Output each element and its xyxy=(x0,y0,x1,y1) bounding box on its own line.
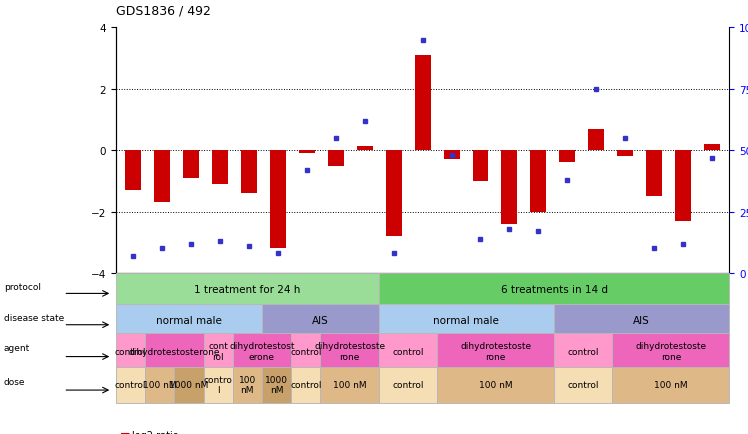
Text: AIS: AIS xyxy=(634,316,650,325)
Bar xyxy=(126,151,141,191)
Bar xyxy=(212,151,228,184)
Text: control: control xyxy=(290,380,322,389)
Text: 1000 nM: 1000 nM xyxy=(169,380,209,389)
Text: GDS1836 / 492: GDS1836 / 492 xyxy=(116,4,211,17)
Text: protocol: protocol xyxy=(4,282,40,291)
Text: ■: ■ xyxy=(120,431,130,434)
Bar xyxy=(444,151,459,160)
Text: agent: agent xyxy=(4,343,30,352)
Text: 100 nM: 100 nM xyxy=(143,380,177,389)
Text: dose: dose xyxy=(4,377,25,386)
Text: 100 nM: 100 nM xyxy=(333,380,367,389)
Text: dihydrotestosterone: dihydrotestosterone xyxy=(129,347,220,356)
Text: log2 ratio: log2 ratio xyxy=(132,431,179,434)
Bar xyxy=(270,151,286,249)
Text: disease state: disease state xyxy=(4,313,64,322)
Text: 6 treatments in 14 d: 6 treatments in 14 d xyxy=(500,284,607,294)
Text: 1000
nM: 1000 nM xyxy=(265,375,288,395)
Text: control: control xyxy=(568,380,599,389)
Text: control: control xyxy=(114,380,147,389)
Text: 100
nM: 100 nM xyxy=(239,375,256,395)
Bar xyxy=(183,151,199,178)
Text: AIS: AIS xyxy=(312,316,329,325)
Text: 1 treatment for 24 h: 1 treatment for 24 h xyxy=(194,284,301,294)
Bar xyxy=(241,151,257,194)
Bar xyxy=(299,151,315,154)
Bar xyxy=(357,146,373,151)
Text: contro
l: contro l xyxy=(203,375,233,395)
Text: dihydrotestoste
rone: dihydrotestoste rone xyxy=(635,342,706,361)
Bar xyxy=(617,151,633,157)
Bar xyxy=(704,145,720,151)
Text: normal male: normal male xyxy=(434,316,500,325)
Bar xyxy=(646,151,662,197)
Text: control: control xyxy=(392,380,424,389)
Bar xyxy=(560,151,575,163)
Bar xyxy=(386,151,402,237)
Text: normal male: normal male xyxy=(156,316,222,325)
Bar xyxy=(414,56,431,151)
Bar xyxy=(588,129,604,151)
Text: 100 nM: 100 nM xyxy=(654,380,687,389)
Text: control: control xyxy=(568,347,599,356)
Bar xyxy=(530,151,546,212)
Text: cont
rol: cont rol xyxy=(208,342,228,361)
Text: control: control xyxy=(114,347,147,356)
Bar xyxy=(675,151,691,221)
Text: control: control xyxy=(290,347,322,356)
Bar xyxy=(154,151,171,203)
Text: 100 nM: 100 nM xyxy=(479,380,512,389)
Bar xyxy=(473,151,488,181)
Text: control: control xyxy=(392,347,424,356)
Text: dihydrotestoste
rone: dihydrotestoste rone xyxy=(460,342,531,361)
Text: dihydrotestoste
rone: dihydrotestoste rone xyxy=(314,342,385,361)
Bar xyxy=(501,151,518,224)
Bar xyxy=(328,151,344,166)
Text: dihydrotestost
erone: dihydrotestost erone xyxy=(229,342,295,361)
